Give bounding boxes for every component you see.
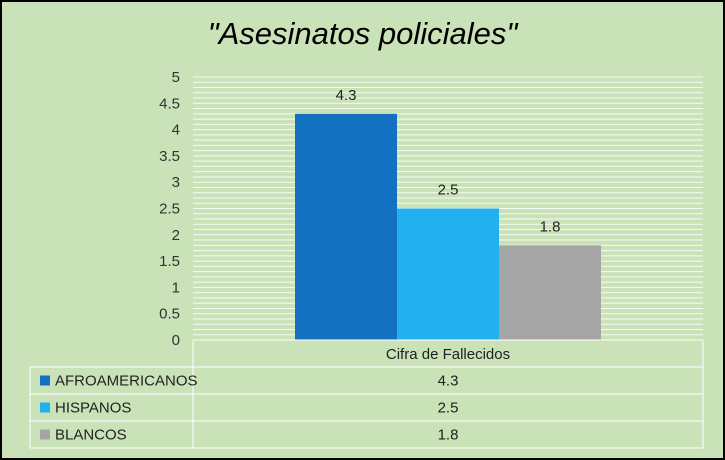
y-tick-label: 3	[172, 174, 180, 191]
bar-hispanos	[397, 208, 499, 340]
table-value: 4.3	[438, 373, 459, 390]
y-tick-label: 4	[172, 122, 180, 139]
y-tick-label: 1.5	[159, 253, 180, 270]
legend-label: HISPANOS	[55, 400, 131, 417]
y-tick-label: 0	[172, 332, 180, 349]
y-tick-label: 2	[172, 227, 180, 244]
y-axis-ticks: 0 0.5 1 1.5 2 2.5 3 3.5 4 4.5 5	[159, 69, 180, 349]
y-tick-label: 3.5	[159, 148, 180, 165]
y-tick-label: 1	[172, 279, 180, 296]
data-label: 1.8	[540, 218, 561, 235]
legend-label: BLANCOS	[55, 427, 127, 444]
y-tick-label: 5	[172, 69, 180, 86]
table-value: 1.8	[438, 427, 459, 444]
legend-label: AFROAMERICANOS	[55, 373, 198, 390]
y-tick-label: 0.5	[159, 306, 180, 323]
bars	[295, 113, 601, 340]
table-value: 2.5	[438, 400, 459, 417]
data-labels: 4.3 2.5 1.8	[336, 87, 561, 236]
bar-blancos	[499, 245, 601, 340]
data-label: 2.5	[438, 182, 459, 199]
bar-afroamericanos	[295, 113, 397, 340]
data-table: Cifra de Fallecidos AFROAMERICANOS 4.3 HISP…	[29, 339, 704, 449]
table-category-header: Cifra de Fallecidos	[386, 346, 510, 363]
y-tick-label: 4.5	[159, 95, 180, 112]
data-label: 4.3	[336, 87, 357, 104]
legend-swatch-afroamericanos	[40, 375, 50, 386]
chart-title: "Asesinatos policiales"	[207, 16, 518, 51]
y-tick-label: 2.5	[159, 201, 180, 218]
legend-swatch-hispanos	[40, 402, 50, 413]
legend-swatch-blancos	[40, 429, 50, 440]
